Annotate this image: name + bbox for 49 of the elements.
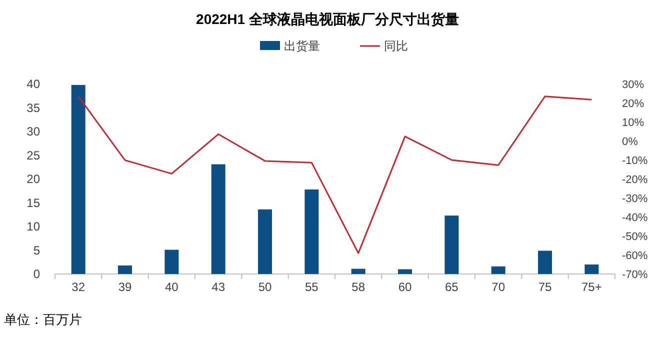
legend-label: 出货量 — [284, 39, 320, 53]
y2-tick-label: 0% — [622, 136, 638, 148]
y2-tick-label: 30% — [622, 79, 644, 91]
y2-tick-label: -30% — [622, 193, 648, 205]
y-tick-label: 25 — [26, 148, 40, 162]
x-tick-label: 65 — [444, 280, 459, 294]
x-tick-label: 60 — [398, 280, 412, 294]
bar — [538, 250, 552, 274]
bar — [444, 216, 459, 274]
bar — [491, 266, 506, 274]
y-tick-label: 35 — [26, 100, 40, 115]
y2-tick-label: -40% — [622, 212, 648, 224]
y-tick-label: 40 — [26, 77, 40, 91]
bar — [398, 269, 412, 274]
bar — [118, 265, 132, 274]
bar — [71, 84, 86, 274]
x-tick-label: 50 — [258, 280, 272, 294]
y2-tick-label: -50% — [622, 231, 648, 243]
legend-label: 同比 — [384, 39, 408, 53]
y2-tick-label: -70% — [622, 269, 648, 281]
y2-tick-label: 20% — [622, 98, 644, 110]
bar — [164, 250, 179, 274]
y-tick-label: 30 — [26, 124, 40, 138]
text: 单位：百万片 — [4, 312, 82, 327]
line-series — [78, 96, 592, 254]
x-tick-label: 75 — [538, 280, 552, 294]
x-tick-label: 40 — [164, 280, 179, 294]
bar — [351, 268, 366, 274]
x-tick-label: 75+ — [581, 280, 602, 294]
x-tick-label: 32 — [72, 280, 86, 294]
y-tick-label: 15 — [26, 196, 40, 210]
y2-tick-label: -10% — [622, 155, 648, 167]
bar — [211, 164, 226, 274]
y-tick-label: 10 — [26, 220, 40, 234]
bar — [584, 264, 599, 274]
y-tick-label: 5 — [33, 243, 40, 258]
x-tick-label: 55 — [304, 280, 319, 294]
y2-tick-label: -60% — [622, 250, 648, 262]
x-tick-label: 70 — [492, 280, 506, 294]
x-tick-label: 58 — [352, 280, 366, 294]
bar — [304, 189, 319, 274]
y-tick-label: 0 — [33, 267, 40, 281]
y2-tick-label: -20% — [622, 174, 648, 186]
y2-tick-label: 10% — [622, 117, 644, 129]
x-tick-label: 39 — [118, 280, 132, 294]
y-tick-label: 20 — [26, 172, 40, 186]
x-tick-label: 43 — [212, 280, 226, 294]
bar — [258, 209, 272, 274]
chart-title: 2022H1 全球液晶电视面板厂分尺寸出货量 — [196, 11, 459, 27]
